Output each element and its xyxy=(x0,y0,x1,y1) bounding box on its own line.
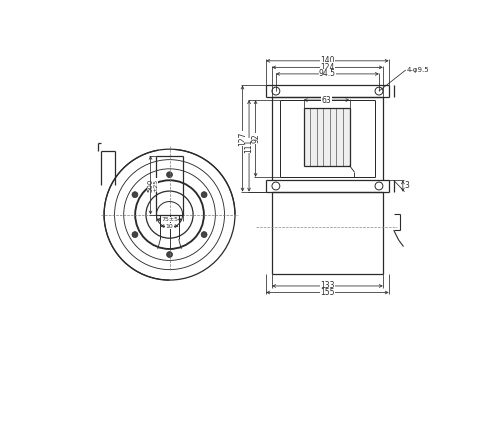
Text: 92: 92 xyxy=(251,134,260,143)
Text: 124: 124 xyxy=(320,63,334,72)
Text: 127: 127 xyxy=(238,131,247,146)
Text: 94.5: 94.5 xyxy=(319,69,336,78)
Circle shape xyxy=(132,192,138,198)
Circle shape xyxy=(166,252,172,258)
Text: 111: 111 xyxy=(244,139,254,153)
Text: 75±5: 75±5 xyxy=(161,217,178,222)
Circle shape xyxy=(132,232,138,238)
Circle shape xyxy=(166,172,172,178)
Text: 133: 133 xyxy=(320,281,334,290)
Text: 63: 63 xyxy=(322,96,332,105)
Circle shape xyxy=(201,232,207,238)
Text: 4-φ9.5: 4-φ9.5 xyxy=(407,67,430,73)
Circle shape xyxy=(201,192,207,198)
Text: 140: 140 xyxy=(320,57,334,65)
Text: 155: 155 xyxy=(320,288,334,297)
Text: 500: 500 xyxy=(148,178,154,192)
Text: ±25: ±25 xyxy=(154,178,158,192)
Text: 10: 10 xyxy=(166,224,173,229)
Text: 3: 3 xyxy=(405,181,409,190)
